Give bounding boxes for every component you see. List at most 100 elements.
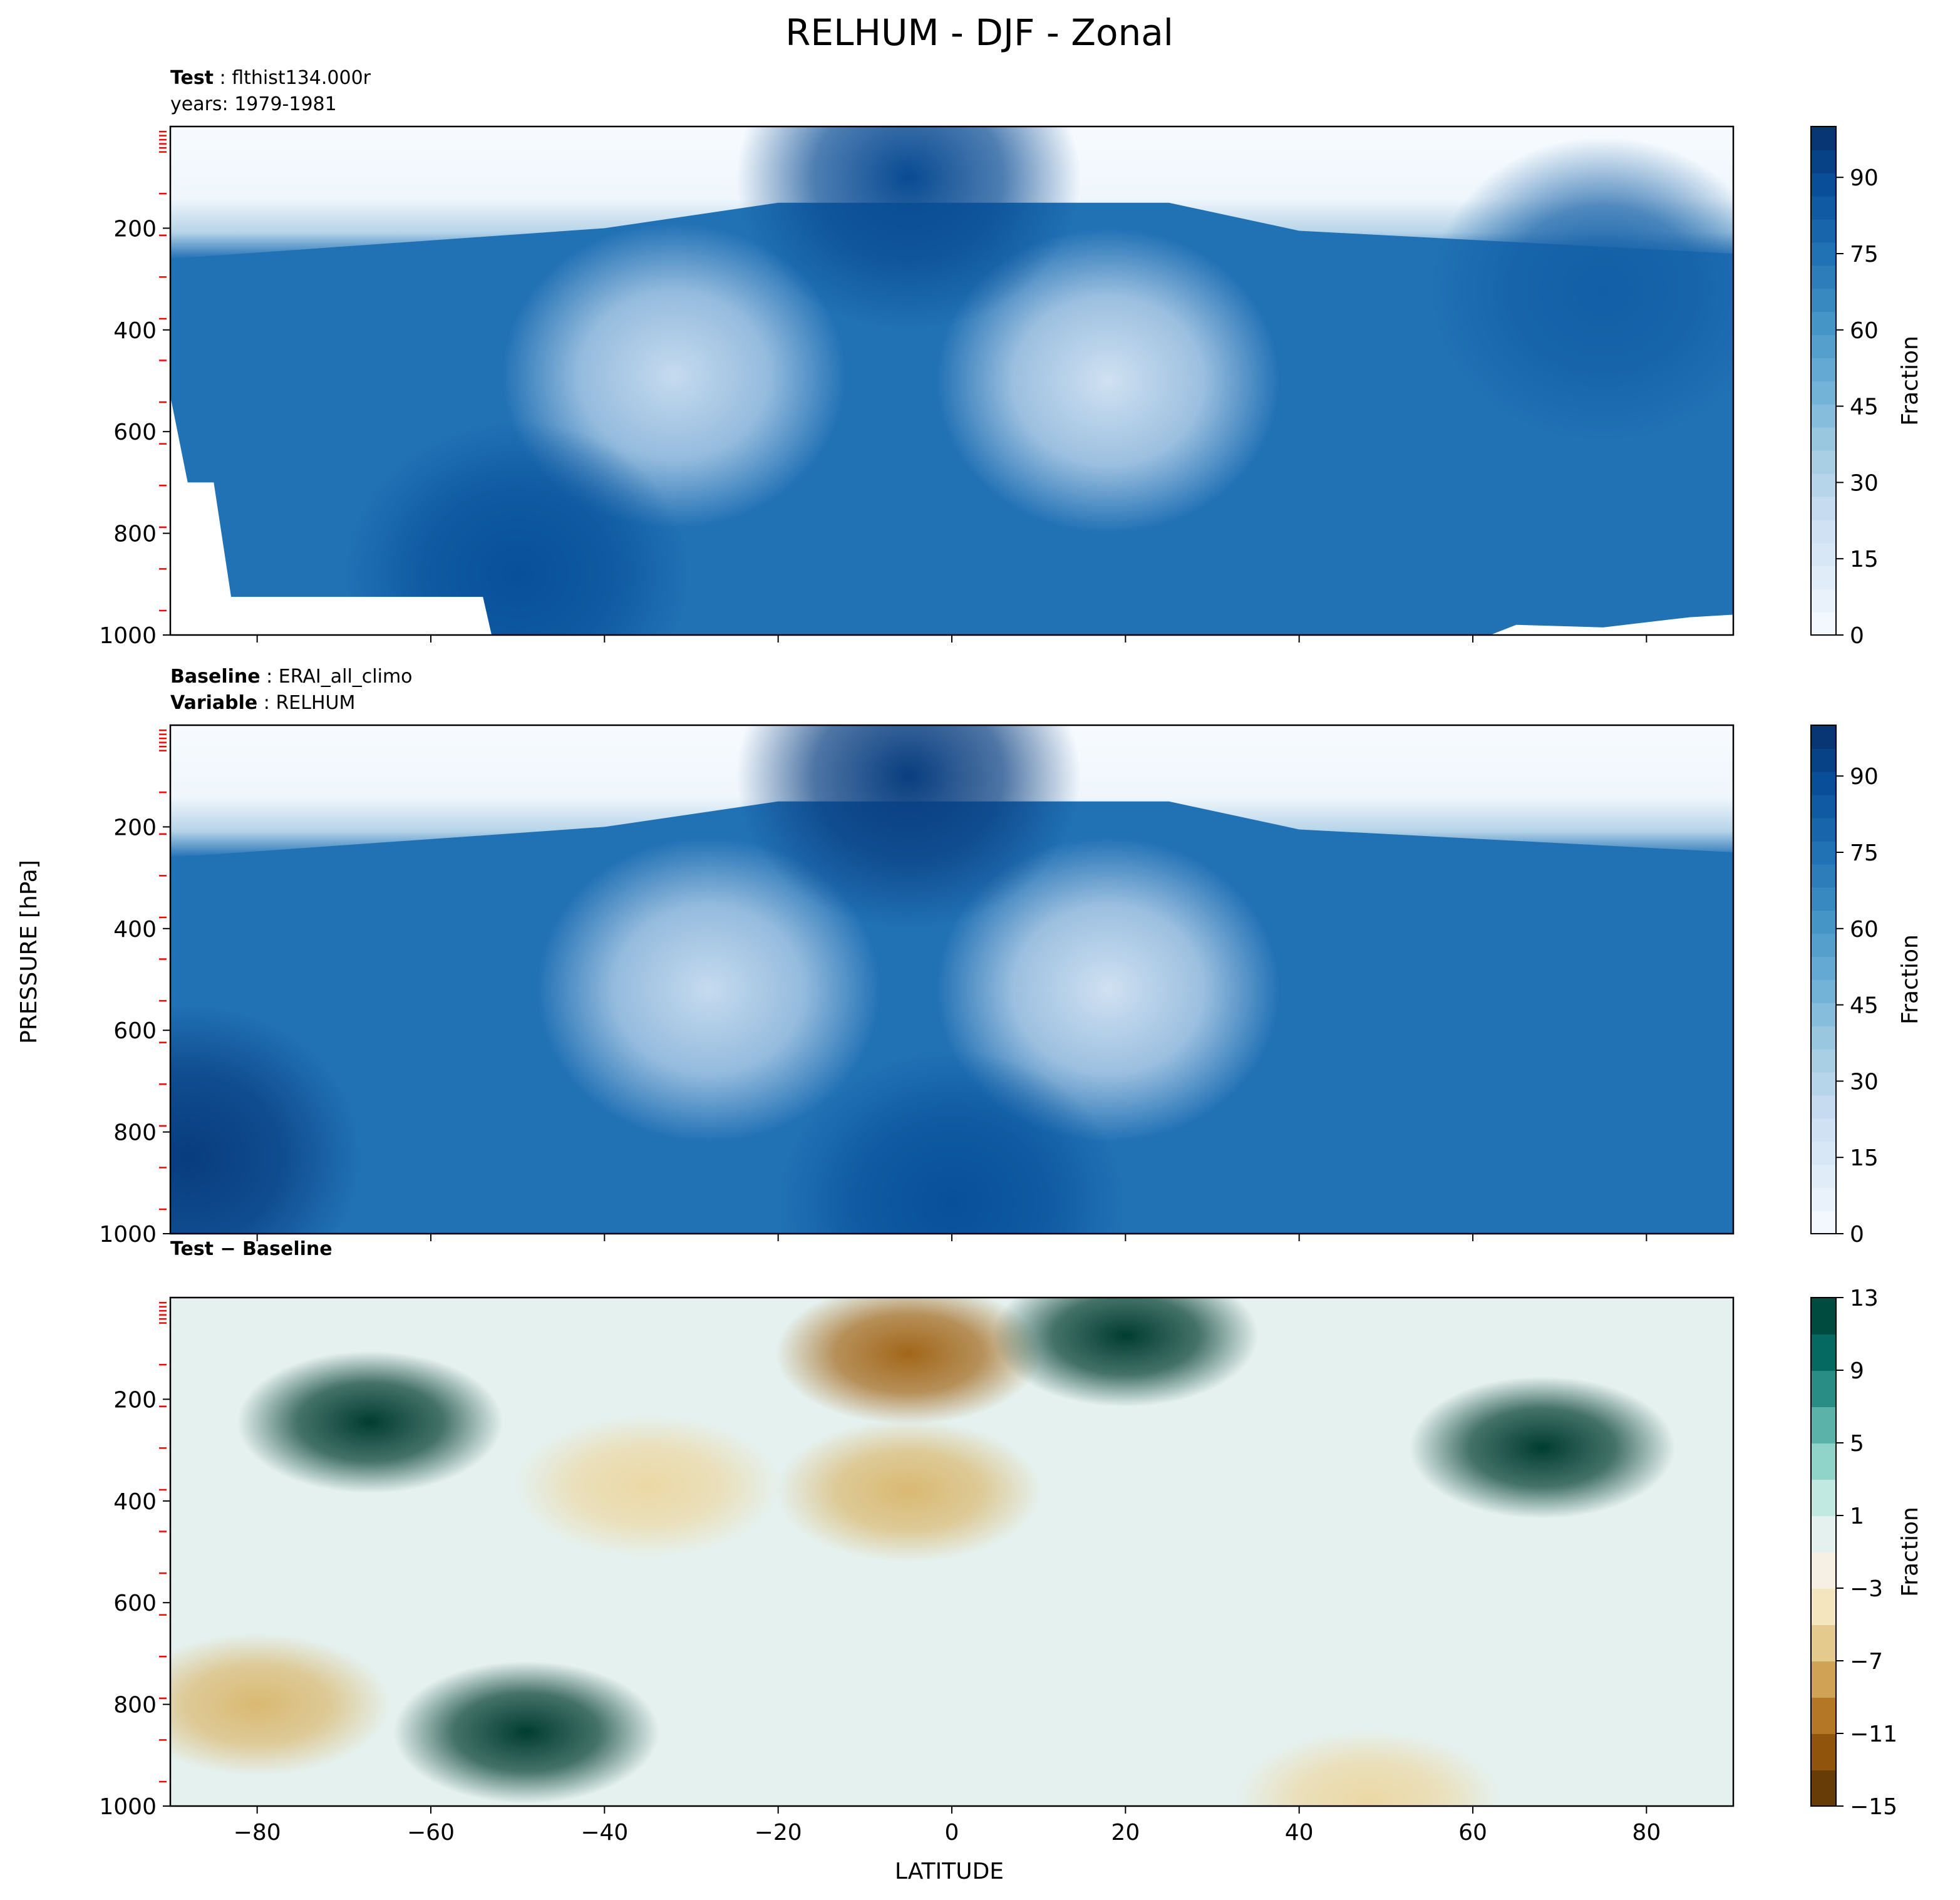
contour-feature (993, 1298, 1259, 1407)
colorbar-band (1811, 219, 1836, 243)
y-tick-label: 400 (113, 318, 157, 344)
x-tick-label: −80 (234, 1820, 281, 1846)
contour-feature (936, 228, 1281, 534)
colorbar-tick-label: 1 (1850, 1504, 1864, 1529)
header-sep: : (257, 692, 276, 714)
colorbar-band (1811, 242, 1836, 266)
colorbar-tick-label: 30 (1850, 470, 1879, 496)
colorbar-band (1811, 1443, 1836, 1480)
contour-feature (393, 1661, 659, 1804)
header-sep: : (260, 666, 279, 688)
y-tick-label: 400 (113, 1489, 157, 1515)
header-value: years: 1979-1981 (170, 93, 337, 115)
contour-field (170, 1298, 1733, 1806)
y-tick-label: 600 (113, 420, 157, 445)
colorbar-tick-label: 13 (1850, 1286, 1879, 1311)
contour-feature (1409, 1376, 1676, 1519)
contour-feature (1235, 1730, 1502, 1806)
contour-feature (537, 837, 881, 1142)
contour-feature (736, 126, 1081, 330)
y-tick-label: 400 (113, 917, 157, 942)
contour-feature (775, 1419, 1041, 1562)
y-tick-label: 200 (113, 1387, 157, 1413)
colorbar-band (1811, 1661, 1836, 1698)
colorbar-tick-label: 75 (1850, 242, 1879, 267)
colorbar-band (1811, 334, 1836, 359)
colorbar-band (1811, 1733, 1836, 1770)
contour-feature (515, 1414, 781, 1557)
colorbar-band (1811, 1118, 1836, 1142)
y-tick-label: 1000 (99, 1794, 157, 1820)
colorbar-tick-label: 15 (1850, 547, 1879, 572)
colorbar: 0 15 30 45 60 75 90 Fraction (1810, 725, 1923, 1247)
colorbar-band (1811, 1770, 1836, 1807)
colorbar-band (1811, 381, 1836, 405)
colorbar-band (1811, 933, 1836, 958)
header-value: flthist134.000r (232, 67, 371, 89)
colorbar-band (1811, 864, 1836, 888)
colorbar-band (1811, 1187, 1836, 1212)
header-key: Variable (170, 692, 257, 714)
colorbar-band (1811, 817, 1836, 842)
contour-feature (170, 1004, 360, 1234)
colorbar-band (1811, 358, 1836, 381)
x-tick-label: 20 (1111, 1820, 1140, 1846)
colorbar-band (1811, 1588, 1836, 1625)
header-key: Test − Baseline (170, 1238, 333, 1260)
colorbar-band (1811, 1164, 1836, 1189)
header-value: RELHUM (276, 692, 355, 714)
x-axis-label: LATITUDE (895, 1859, 1004, 1884)
y-axis-label: PRESSURE [hPa] (16, 860, 42, 1044)
colorbar-band (1811, 172, 1836, 197)
colorbar-band (1811, 519, 1836, 544)
colorbar-tick-label: 0 (1850, 623, 1864, 649)
contour-feature (1431, 137, 1733, 442)
y-tick-label: 800 (113, 1693, 157, 1718)
colorbar-tick-label: 5 (1850, 1431, 1864, 1457)
colorbar-tick-label: 60 (1850, 917, 1879, 942)
colorbar-label: Fraction (1897, 1507, 1923, 1597)
header-key: Test (170, 67, 214, 89)
colorbar-band (1811, 887, 1836, 911)
colorbar-band (1811, 1407, 1836, 1443)
colorbar-tick-label: 90 (1850, 764, 1879, 790)
x-tick-label: −20 (755, 1820, 802, 1846)
colorbar-tick-label: −11 (1850, 1722, 1897, 1747)
colorbar-tick-label: 75 (1850, 840, 1879, 866)
x-tick-label: −60 (407, 1820, 455, 1846)
panel-header: Test : flthist134.000r (170, 67, 371, 89)
colorbar-band (1811, 265, 1836, 289)
colorbar-band (1811, 426, 1836, 451)
y-tick-label: 200 (113, 815, 157, 840)
contour-field (170, 725, 1733, 1234)
colorbar-band (1811, 956, 1836, 980)
colorbar-band (1811, 725, 1836, 749)
colorbar-band (1811, 1095, 1836, 1119)
y-tick-label: 600 (113, 1591, 157, 1616)
colorbar-band (1811, 794, 1836, 818)
y-tick-label: 800 (113, 1120, 157, 1146)
colorbar-band (1811, 473, 1836, 497)
colorbar-frame (1810, 126, 1837, 636)
colorbar: 13 9 5 1 −3 −7 −11 −15 Fraction (1810, 1286, 1923, 1820)
colorbar-band (1811, 612, 1836, 636)
colorbar-band (1811, 1334, 1836, 1371)
colorbar-band (1811, 311, 1836, 336)
colorbar-band (1811, 149, 1836, 173)
colorbar-band (1811, 1697, 1836, 1734)
contour-feature (346, 421, 690, 635)
contour-feature (237, 1351, 503, 1494)
colorbar-band (1811, 1624, 1836, 1661)
x-tick-label: 40 (1285, 1820, 1314, 1846)
colorbar-band (1811, 1211, 1836, 1234)
colorbar-band (1811, 771, 1836, 795)
colorbar: 0 15 30 45 60 75 90 Fraction (1810, 126, 1923, 649)
colorbar-band (1811, 1479, 1836, 1516)
contour-feature (736, 725, 1081, 929)
colorbar-tick-label: 45 (1850, 395, 1879, 420)
colorbar-tick-label: −7 (1850, 1649, 1883, 1675)
colorbar-band (1811, 126, 1836, 150)
panel-difference: −80 −60 −40 −20 0 20 40 60 80 200 400 600 800 1000 Tes… (99, 1238, 1923, 1846)
colorbar-band (1811, 1515, 1836, 1552)
